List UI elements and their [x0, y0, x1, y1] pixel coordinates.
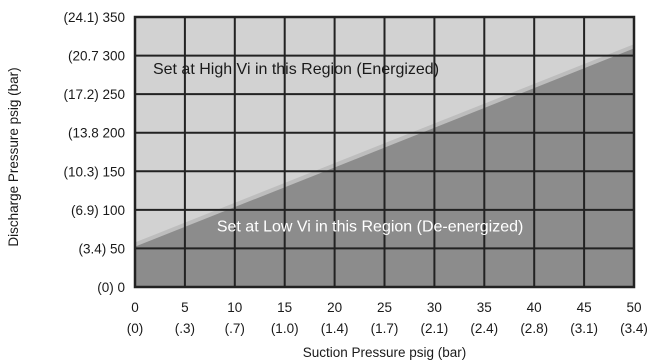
plot-frame	[133, 15, 636, 289]
region-labels: Set at High Vi in this Region (Energized…	[153, 61, 523, 235]
y-tick-label: (13.8 200	[68, 126, 125, 141]
y-tick-label: (17.2) 250	[63, 87, 125, 102]
y-axis-ticks: (0) 0 (3.4) 50 (6.9) 100 (10.3) 150 (13.8 20…	[63, 10, 125, 295]
y-tick-label: (6.9) 100	[71, 203, 125, 218]
x-tick-sublabel: (3.1)	[570, 321, 598, 336]
x-tick-label: 20	[327, 300, 342, 315]
x-tick-sublabel: (.3)	[175, 321, 195, 336]
x-tick-sublabel: (1.7)	[371, 321, 399, 336]
y-tick-label: (3.4) 50	[78, 241, 125, 256]
x-tick-label: 35	[477, 300, 492, 315]
x-axis-label: Suction Pressure psig (bar)	[303, 345, 467, 360]
x-tick-sublabel: (1.0)	[271, 321, 299, 336]
x-tick-sublabel: (3.4)	[620, 321, 648, 336]
y-tick-label: (20.7 300	[68, 49, 125, 64]
x-tick-sublabel: (2.1)	[421, 321, 449, 336]
y-tick-label: (24.1) 350	[63, 10, 125, 25]
x-axis-ticks: 0 (0) 5 (.3) 10 (.7) 15 (1.0) 20 (1.4) 25 (1.7) 30 (2…	[127, 300, 648, 336]
x-tick-sublabel: (.7)	[225, 321, 245, 336]
region-label-low-vi: Set at Low Vi in this Region (De-energiz…	[217, 218, 524, 235]
x-tick-label: 40	[527, 300, 542, 315]
plot-border	[133, 15, 636, 289]
x-tick-sublabel: (2.4)	[470, 321, 498, 336]
x-tick-label: 50	[626, 300, 641, 315]
x-tick-label: 0	[131, 300, 139, 315]
y-tick-label: (0) 0	[97, 280, 125, 295]
gridlines	[135, 17, 634, 287]
x-tick-label: 45	[577, 300, 592, 315]
x-tick-sublabel: (2.8)	[520, 321, 548, 336]
x-tick-sublabel: (1.4)	[321, 321, 349, 336]
x-tick-label: 30	[427, 300, 442, 315]
y-tick-label: (10.3) 150	[63, 164, 125, 179]
x-tick-label: 25	[377, 300, 392, 315]
x-tick-label: 10	[227, 300, 242, 315]
x-tick-label: 5	[181, 300, 189, 315]
x-tick-label: 15	[277, 300, 292, 315]
x-tick-sublabel: (0)	[127, 321, 144, 336]
region-label-high-vi: Set at High Vi in this Region (Energized…	[153, 61, 439, 78]
y-axis-label: Discharge Pressure psig (bar)	[6, 67, 21, 246]
